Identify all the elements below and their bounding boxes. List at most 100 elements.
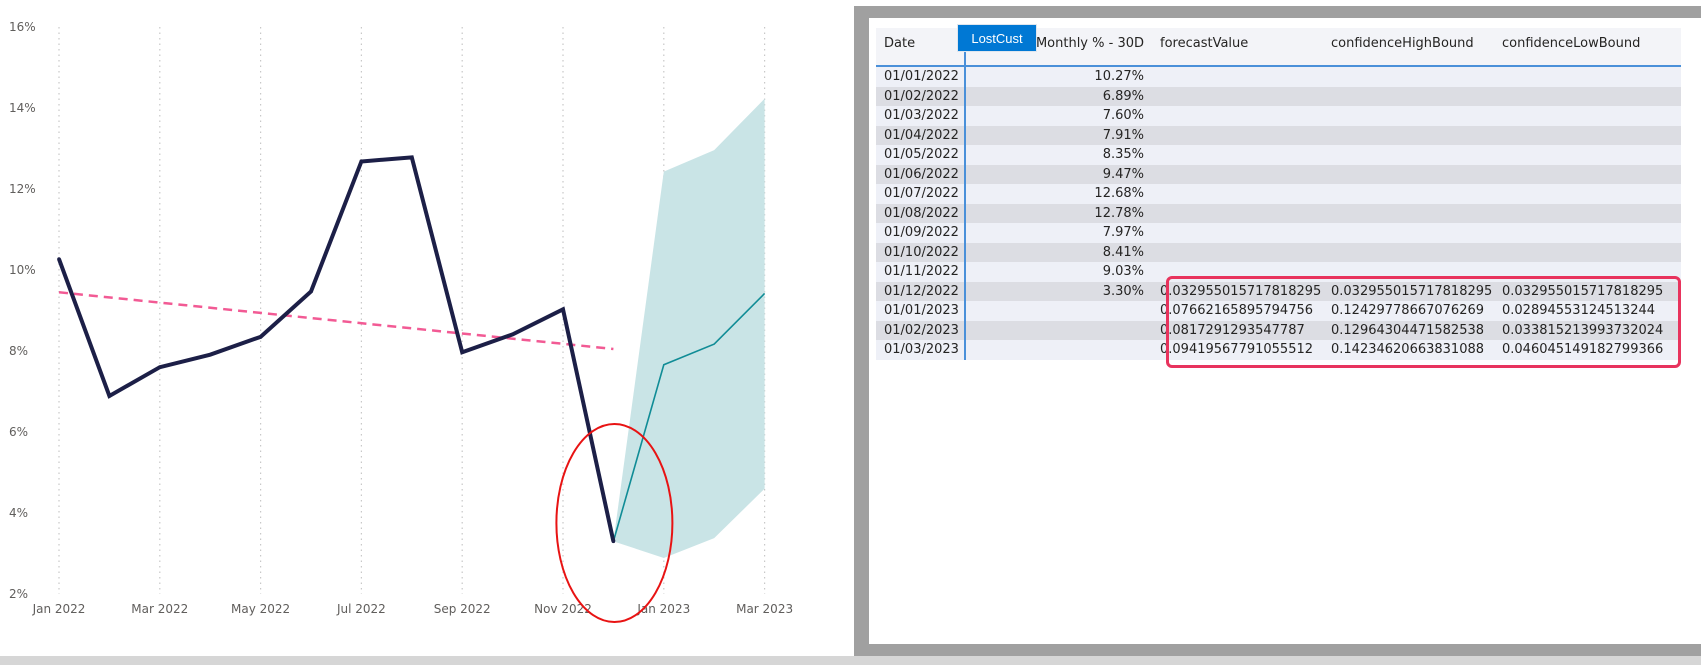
table-visual: Date Monthly % - 30D forecastValue confi…: [869, 18, 1701, 644]
y-tick-label: 4%: [9, 506, 28, 520]
cell-monthly: 10.27%: [1094, 69, 1144, 84]
actual-point: [359, 159, 364, 164]
cell-date: 01/11/2022: [876, 262, 966, 282]
table-row[interactable]: 01/03/2022 7.60%: [876, 106, 1681, 126]
cell-monthly: [965, 301, 1152, 321]
cell-monthly: 12.78%: [1094, 205, 1144, 221]
cell-date: 01/02/2022: [876, 86, 966, 106]
cell-low-bound: [1494, 87, 1681, 107]
cell-forecast: 0.032955015717818295: [1160, 283, 1322, 299]
x-tick-label: Mar 2022: [131, 602, 188, 616]
cell-low-bound: [1494, 66, 1681, 87]
actual-point: [309, 289, 313, 294]
cell-forecast: [1152, 243, 1323, 263]
cell-low-bound: [1494, 184, 1681, 204]
cell-low-bound: 0.046045149182799366: [1502, 342, 1664, 357]
cell-forecast: [1152, 165, 1323, 185]
confidence-band: [613, 98, 765, 558]
cell-monthly: 7.91%: [1102, 127, 1144, 143]
x-tick-label: Mar 2023: [736, 602, 793, 616]
actual-point: [410, 155, 414, 160]
data-table: Date Monthly % - 30D forecastValue confi…: [876, 28, 1681, 360]
cell-date: 01/06/2022: [876, 164, 966, 184]
cell-forecast: 0.09419567791055512: [1160, 342, 1314, 357]
cell-date: 01/08/2022: [876, 203, 966, 223]
cell-forecast: [1152, 87, 1323, 107]
x-tick-label: Jan 2023: [636, 602, 690, 616]
cell-date: 01/03/2022: [876, 106, 966, 126]
cell-date: 01/04/2022: [876, 125, 966, 145]
cell-low-bound: [1494, 145, 1681, 165]
actual-point: [258, 335, 263, 339]
cell-low-bound: 0.033815213993732024: [1502, 322, 1664, 338]
table-row[interactable]: 01/06/2022 9.47%: [876, 164, 1681, 185]
actual-point: [611, 539, 616, 544]
cell-low-bound: [1494, 126, 1681, 146]
table-row[interactable]: 01/08/2022 12.78%: [876, 203, 1681, 224]
cell-high-bound: [1323, 145, 1494, 165]
cell-date: 01/05/2022: [876, 145, 966, 165]
table-row[interactable]: 01/01/2022 10.27%: [876, 66, 1681, 87]
y-tick-label: 8%: [9, 344, 28, 358]
cell-monthly: 6.89%: [1102, 88, 1144, 104]
cell-forecast: [1152, 184, 1323, 204]
x-tick-label: Nov 2022: [534, 602, 592, 616]
cell-low-bound: [1494, 204, 1681, 224]
y-tick-label: 12%: [9, 182, 36, 196]
actual-point: [510, 332, 515, 337]
line-chart-panel: 2% 4% 6% 8% 10% 12% 14% 16% Jan 2022 Mar 2022 May …: [9, 20, 794, 623]
cell-forecast: [1152, 223, 1323, 243]
table-row[interactable]: 01/10/2022 8.41%: [876, 242, 1681, 263]
bottom-strip: [0, 656, 1701, 665]
cell-high-bound: 0.12964304471582538: [1331, 322, 1485, 338]
column-header-low-bound[interactable]: confidenceLowBound: [1494, 28, 1681, 67]
column-header-forecast[interactable]: forecastValue: [1152, 28, 1323, 67]
forecast-highlight-box: [1166, 276, 1681, 368]
cell-monthly: [965, 321, 1152, 341]
actual-point: [107, 394, 112, 398]
cell-low-bound: [1494, 165, 1681, 185]
forecast-line: [612, 292, 766, 542]
annotation-ellipse: [555, 423, 674, 623]
cell-low-bound: [1494, 106, 1681, 126]
cell-high-bound: [1323, 243, 1494, 263]
cell-low-bound: 0.032955015717818295: [1502, 283, 1664, 299]
cell-high-bound: [1323, 204, 1494, 224]
table-row[interactable]: 01/09/2022 7.97%: [876, 223, 1681, 243]
cell-high-bound: [1323, 165, 1494, 185]
table-row[interactable]: 01/02/2022 6.89%: [876, 86, 1681, 107]
cell-date: 01/02/2023: [876, 320, 966, 340]
cell-high-bound: [1323, 223, 1494, 243]
table-row[interactable]: 01/02/2023 0.0817291293547787 0.1296430447…: [876, 320, 1681, 341]
table-row[interactable]: 01/07/2022 12.68%: [876, 184, 1681, 204]
cell-monthly: [965, 340, 1152, 360]
cell-date: 01/03/2023: [876, 340, 966, 360]
field-tooltip: LostCust: [957, 24, 1037, 52]
table-row[interactable]: 01/03/2023 0.09419567791055512 0.142346206…: [876, 340, 1681, 360]
cell-high-bound: 0.12429778667076269: [1331, 303, 1485, 318]
table-header-row: Date Monthly % - 30D forecastValue confi…: [876, 28, 1681, 67]
x-tick-label: May 2022: [231, 602, 290, 616]
table-row[interactable]: 01/01/2023 0.07662165895794756 0.124297786…: [876, 301, 1681, 321]
column-header-date[interactable]: Date: [876, 28, 966, 67]
cell-forecast: [1152, 145, 1323, 165]
cell-date: 01/09/2022: [876, 223, 966, 243]
y-tick-label: 6%: [9, 425, 28, 439]
cell-monthly: 7.60%: [1102, 108, 1144, 123]
table-row[interactable]: 01/04/2022 7.91%: [876, 125, 1681, 146]
x-tick-label: Sep 2022: [434, 602, 491, 616]
cell-high-bound: 0.032955015717818295: [1331, 283, 1493, 299]
cell-high-bound: [1323, 126, 1494, 146]
cell-date: 01/01/2023: [876, 301, 966, 321]
actual-point: [460, 350, 465, 355]
cell-low-bound: 0.02894553124513244: [1502, 303, 1656, 318]
actual-point: [208, 352, 212, 357]
column-header-high-bound[interactable]: confidenceHighBound: [1323, 28, 1494, 67]
line-chart: 2% 4% 6% 8% 10% 12% 14% 16% Jan 2022 Mar 2022 May …: [9, 20, 793, 623]
y-tick-label: 10%: [9, 263, 36, 277]
cell-forecast: [1152, 66, 1323, 87]
actual-point: [57, 257, 61, 261]
table-row[interactable]: 01/05/2022 8.35%: [876, 145, 1681, 165]
table-row[interactable]: 01/12/2022 3.30% 0.032955015717818295 0.032…: [876, 281, 1681, 301]
cell-monthly: 9.47%: [1102, 166, 1144, 182]
